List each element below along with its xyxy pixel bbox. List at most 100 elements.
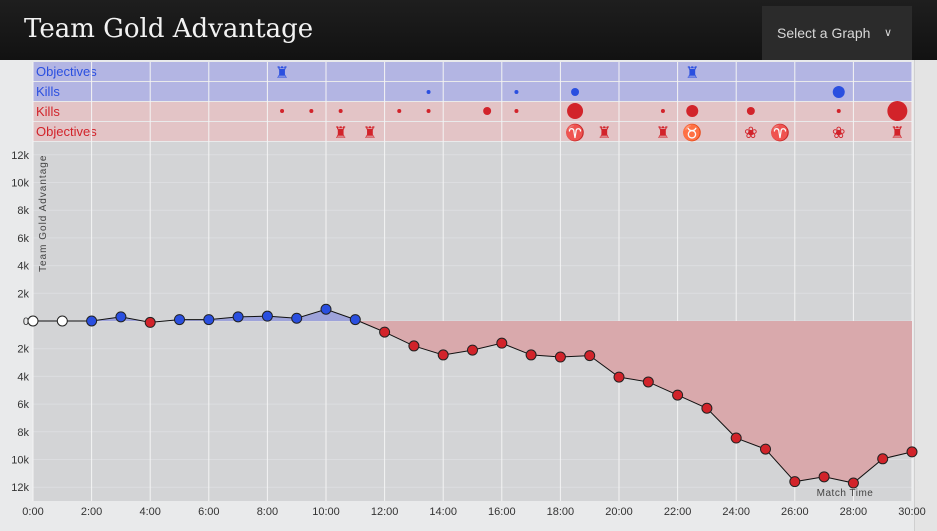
data-point	[847, 477, 859, 489]
x-tick-label: 24:00	[722, 506, 750, 518]
select-graph-dropdown[interactable]: Select a Graph ∨	[762, 6, 912, 60]
red-kill-marker	[483, 107, 492, 115]
event-row-label: Kills	[36, 84, 60, 99]
data-point	[525, 349, 537, 361]
x-tick-label: 28:00	[840, 506, 868, 518]
data-point	[291, 312, 303, 324]
x-tick-label: 20:00	[605, 506, 633, 518]
red-kill-marker	[660, 109, 665, 113]
red-objective-tower-icon: ♜	[890, 125, 904, 142]
red-objective-dragon-icon: ♈	[565, 123, 585, 142]
x-tick-label: 30:00	[898, 506, 926, 518]
data-point	[730, 432, 742, 444]
blue-kill-marker	[832, 86, 845, 98]
blue-objective-tower-icon: ♜	[685, 65, 699, 82]
red-objective-tower-icon: ♜	[363, 125, 377, 142]
red-advantage-area	[33, 321, 912, 484]
y-tick-label: 12k	[11, 150, 29, 162]
select-graph-label: Select a Graph	[777, 25, 871, 41]
data-point	[56, 315, 68, 327]
red-objective-tower-icon: ♜	[656, 125, 670, 142]
y-axis-label: Team Gold Advantage	[38, 155, 49, 272]
scrollbar-gutter	[914, 60, 937, 531]
y-tick-label: 12k	[11, 482, 29, 494]
data-point	[115, 311, 127, 323]
blue-kill-marker	[571, 88, 580, 96]
data-point	[144, 316, 156, 328]
y-tick-label: 10k	[11, 455, 29, 467]
x-tick-label: 22:00	[664, 506, 692, 518]
event-row-bg	[33, 102, 912, 121]
data-point	[818, 471, 830, 483]
data-point	[584, 350, 596, 362]
red-kill-marker	[686, 105, 699, 117]
data-point	[496, 337, 508, 349]
data-point	[261, 310, 273, 322]
x-tick-label: 18:00	[547, 506, 575, 518]
y-tick-label: 6k	[17, 233, 29, 245]
chevron-down-icon: ∨	[883, 27, 892, 39]
data-point	[379, 326, 391, 338]
y-tick-label: 0	[23, 316, 29, 328]
red-objective-tower-icon: ♜	[597, 125, 611, 142]
x-axis-label: Match Time	[817, 488, 874, 499]
y-tick-label: 10k	[11, 178, 29, 190]
data-point	[408, 340, 420, 352]
y-tick-label: 4k	[17, 371, 29, 383]
data-point	[789, 476, 801, 488]
data-point	[203, 314, 215, 326]
red-kill-marker	[426, 109, 431, 113]
y-tick-label: 4k	[17, 261, 29, 273]
data-point	[877, 453, 889, 465]
red-kill-marker	[746, 107, 755, 115]
red-kill-marker	[567, 103, 584, 119]
red-objective-inhibitor-icon: ❀	[744, 125, 757, 142]
data-point	[349, 314, 361, 326]
event-row-label: Objectives	[36, 124, 97, 139]
red-objective-baron-icon: ♉	[682, 123, 702, 142]
data-point	[232, 311, 244, 323]
event-row-bg	[33, 82, 912, 101]
red-objective-inhibitor-icon: ❀	[832, 125, 845, 142]
x-tick-label: 6:00	[198, 506, 219, 518]
data-point	[174, 314, 185, 326]
red-kill-marker	[280, 109, 285, 113]
event-row-bg	[33, 62, 912, 81]
data-point	[554, 351, 566, 363]
y-tick-label: 8k	[17, 205, 29, 217]
data-point	[467, 344, 478, 356]
x-tick-label: 4:00	[139, 506, 160, 518]
x-tick-label: 0:00	[22, 506, 43, 518]
red-kill-marker	[887, 101, 908, 121]
data-point	[642, 376, 654, 388]
red-kill-marker	[338, 109, 343, 113]
blue-kill-marker	[514, 90, 519, 94]
data-point	[27, 315, 39, 327]
blue-advantage-area	[33, 309, 912, 321]
red-kill-marker	[309, 109, 314, 113]
x-tick-label: 2:00	[81, 506, 102, 518]
y-tick-label: 2k	[17, 344, 29, 356]
data-point	[906, 446, 918, 458]
x-tick-label: 26:00	[781, 506, 809, 518]
page-title: Team Gold Advantage	[24, 14, 314, 44]
event-row-label: Kills	[36, 104, 60, 119]
y-tick-label: 6k	[17, 399, 29, 411]
blue-kill-marker	[426, 90, 431, 94]
data-point	[437, 349, 449, 361]
x-tick-label: 14:00	[429, 506, 457, 518]
y-tick-label: 2k	[17, 288, 29, 300]
data-point	[672, 389, 684, 401]
red-kill-marker	[397, 109, 402, 113]
header-bar: Team Gold Advantage Select a Graph ∨	[0, 0, 937, 60]
event-row-bg	[33, 122, 912, 141]
x-tick-label: 16:00	[488, 506, 516, 518]
event-row-label: Objectives	[36, 64, 97, 79]
red-kill-marker	[514, 109, 519, 113]
x-tick-label: 8:00	[257, 506, 278, 518]
x-tick-label: 12:00	[371, 506, 399, 518]
data-point	[320, 303, 332, 315]
red-objective-dragon-icon: ♈	[770, 123, 790, 142]
data-point	[613, 371, 625, 383]
